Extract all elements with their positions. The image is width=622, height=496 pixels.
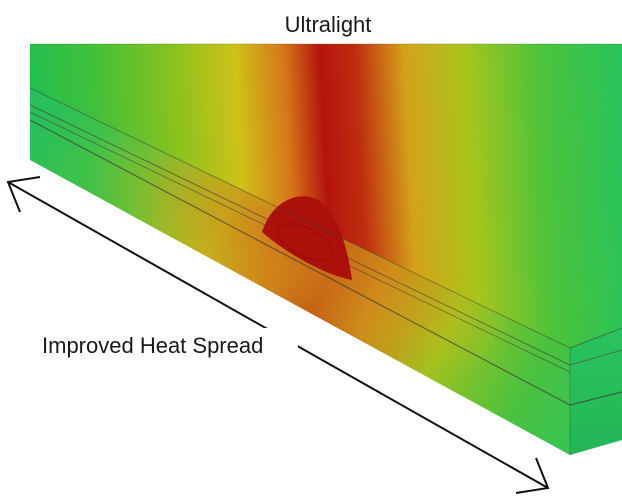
- arrow-label: Improved Heat Spread: [42, 333, 263, 358]
- arrow-head-left: [6, 176, 41, 213]
- arrow-head-right: [515, 457, 550, 494]
- diagram-title: Ultralight: [285, 12, 372, 37]
- layer-line-end-lower: [569, 391, 622, 406]
- layer-line-end: [569, 349, 622, 366]
- heat-source-outline: [276, 223, 334, 261]
- slab-corner-edge: [569, 327, 622, 349]
- heat-source-hotspot: [262, 196, 352, 280]
- slab-front-top-edge: [29, 87, 571, 349]
- slab-end-face: [570, 328, 622, 455]
- arrow-label-backdrop: [36, 328, 298, 362]
- slab-top-surface: [30, 44, 622, 348]
- layer-line-lower: [29, 119, 571, 406]
